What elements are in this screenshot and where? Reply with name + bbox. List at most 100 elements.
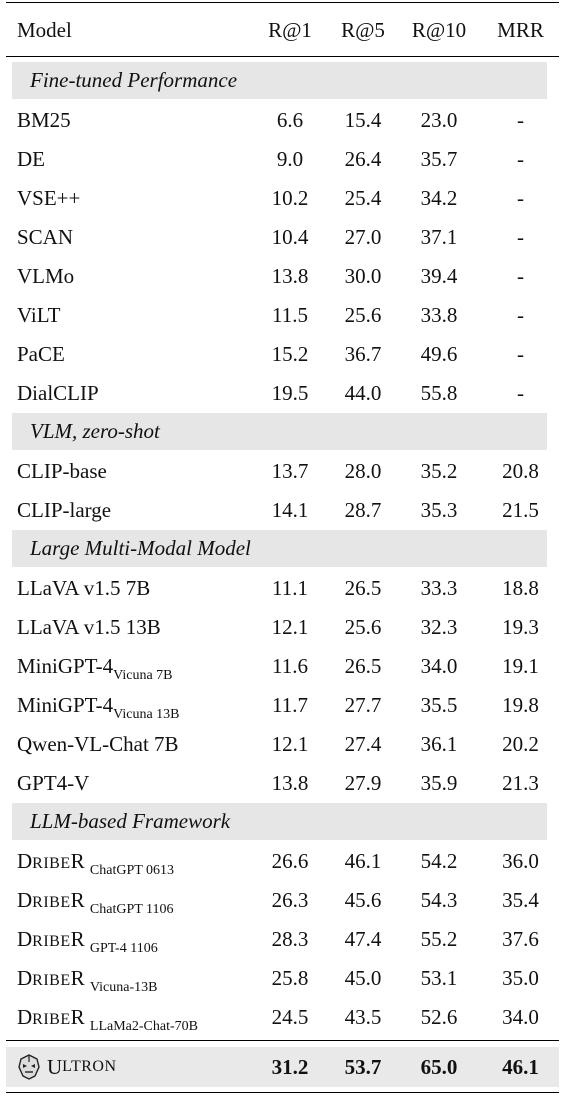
cell-mrr: - bbox=[517, 342, 524, 366]
table-row: CLIP-base 13.7 28.0 35.2 20.8 bbox=[6, 452, 559, 491]
cell-model: BM25 bbox=[17, 108, 71, 132]
cell-model: Qwen-VL-Chat 7B bbox=[17, 732, 179, 756]
cell-mrr: - bbox=[517, 225, 524, 249]
table-row: DRIBER Vicuna-13B 25.8 45.0 53.1 35.0 bbox=[6, 959, 559, 998]
cell-mrr: 36.0 bbox=[502, 849, 539, 873]
cell-mrr: 35.4 bbox=[502, 888, 539, 912]
model-initial: D bbox=[17, 849, 33, 873]
section-title: VLM, zero-shot bbox=[12, 413, 547, 450]
cell-r1: 11.5 bbox=[272, 303, 308, 327]
cell-r5: 27.0 bbox=[344, 225, 382, 249]
cell-r5: 25.4 bbox=[344, 186, 382, 210]
table-row: MiniGPT-4Vicuna 13B 11.7 27.7 35.5 19.8 bbox=[6, 686, 559, 725]
header-r1: R@1 bbox=[268, 17, 312, 42]
table-row: DRIBER GPT-4 1106 28.3 47.4 55.2 37.6 bbox=[6, 920, 559, 959]
model-smallcaps: LTRON bbox=[62, 1058, 117, 1075]
cell-r5: 44.0 bbox=[344, 381, 382, 405]
cell-r10: 35.9 bbox=[420, 771, 458, 795]
cell-model: GPT4-V bbox=[17, 771, 90, 795]
cell-model: U LTRON bbox=[6, 1054, 250, 1080]
cell-mrr: 18.8 bbox=[502, 576, 539, 600]
cell-r10: 35.2 bbox=[420, 459, 458, 483]
cell-r1: 26.6 bbox=[271, 849, 309, 873]
cell-r1: 26.3 bbox=[271, 888, 309, 912]
cell-r1: 9.0 bbox=[276, 147, 304, 171]
header-model: Model bbox=[17, 17, 72, 42]
header-r10: R@10 bbox=[411, 17, 467, 42]
table-row: VSE++ 10.2 25.4 34.2 - bbox=[6, 179, 559, 218]
model-smallcaps: RIBE bbox=[32, 933, 71, 950]
cell-r1: 25.8 bbox=[271, 966, 309, 990]
cell-model: PaCE bbox=[17, 342, 65, 366]
cell-model: CLIP-large bbox=[17, 498, 112, 522]
cell-r1: 10.4 bbox=[271, 225, 309, 249]
cell-r1: 14.1 bbox=[271, 498, 309, 522]
cell-r1: 13.8 bbox=[271, 264, 309, 288]
cell-model: LLaVA v1.5 13B bbox=[17, 615, 161, 639]
cell-r1: 13.7 bbox=[271, 459, 309, 483]
cell-model: DRIBER GPT-4 1106 bbox=[6, 927, 250, 956]
model-final-letter: R bbox=[70, 888, 85, 912]
section-title: LLM-based Framework bbox=[12, 803, 547, 840]
model-initial: D bbox=[17, 966, 33, 990]
cell-r5: 30.0 bbox=[344, 264, 382, 288]
cell-r5: 28.0 bbox=[344, 459, 382, 483]
header-row: Model R@1 R@5 R@10 MRR bbox=[6, 10, 559, 50]
cell-model: DRIBER ChatGPT 1106 bbox=[6, 888, 250, 917]
cell-model: DE bbox=[17, 147, 45, 171]
table-row: DialCLIP 19.5 44.0 55.8 - bbox=[6, 374, 559, 413]
cell-r5: 27.4 bbox=[344, 732, 382, 756]
cell-r10: 49.6 bbox=[420, 342, 458, 366]
cell-r5: 53.7 bbox=[344, 1054, 382, 1079]
cell-r10: 54.3 bbox=[420, 888, 458, 912]
table-row: MiniGPT-4Vicuna 7B 11.6 26.5 34.0 19.1 bbox=[6, 647, 559, 686]
table-row: LLaVA v1.5 7B 11.1 26.5 33.3 18.8 bbox=[6, 569, 559, 608]
table-row: DE 9.0 26.4 35.7 - bbox=[6, 140, 559, 179]
cell-mrr: 19.3 bbox=[502, 615, 539, 639]
cell-mrr: 19.1 bbox=[502, 654, 539, 678]
cell-model: CLIP-base bbox=[17, 459, 107, 483]
cell-r10: 54.2 bbox=[420, 849, 458, 873]
cell-r10: 33.3 bbox=[420, 576, 458, 600]
model-name: MiniGPT-4 bbox=[17, 654, 114, 678]
model-subscript: Vicuna-13B bbox=[89, 980, 158, 995]
cell-r10: 34.2 bbox=[420, 186, 458, 210]
cell-r5: 26.5 bbox=[344, 576, 382, 600]
table-row: VLMo 13.8 30.0 39.4 - bbox=[6, 257, 559, 296]
cell-r5: 27.9 bbox=[344, 771, 382, 795]
model-initial: D bbox=[17, 1005, 33, 1029]
section-title: Large Multi-Modal Model bbox=[12, 530, 547, 567]
cell-mrr: 35.0 bbox=[502, 966, 539, 990]
cell-r1: 28.3 bbox=[271, 927, 309, 951]
cell-r10: 65.0 bbox=[420, 1054, 458, 1079]
cell-r5: 15.4 bbox=[344, 108, 382, 132]
model-smallcaps: RIBE bbox=[32, 894, 71, 911]
cell-model: VLMo bbox=[17, 264, 75, 288]
table-row: SCAN 10.4 27.0 37.1 - bbox=[6, 218, 559, 257]
model-subscript: GPT-4 1106 bbox=[89, 941, 158, 956]
cell-model: DRIBER ChatGPT 0613 bbox=[6, 849, 250, 878]
table-row: DRIBER ChatGPT 0613 26.6 46.1 54.2 36.0 bbox=[6, 842, 559, 881]
cell-mrr: 37.6 bbox=[502, 927, 539, 951]
cell-mrr: - bbox=[517, 381, 524, 405]
cell-r1: 6.6 bbox=[276, 108, 304, 132]
model-subscript: ChatGPT 1106 bbox=[89, 902, 174, 917]
cell-r10: 39.4 bbox=[420, 264, 458, 288]
cell-r10: 35.5 bbox=[420, 693, 458, 717]
cell-model: LLaVA v1.5 7B bbox=[17, 576, 151, 600]
cell-r10: 36.1 bbox=[420, 732, 458, 756]
table-row: DRIBER ChatGPT 1106 26.3 45.6 54.3 35.4 bbox=[6, 881, 559, 920]
cell-r5: 26.4 bbox=[344, 147, 382, 171]
model-initial: D bbox=[17, 888, 33, 912]
model-subscript: ChatGPT 0613 bbox=[89, 863, 175, 878]
cell-model: ViLT bbox=[17, 303, 61, 327]
cell-r5: 26.5 bbox=[344, 654, 382, 678]
cell-r10: 23.0 bbox=[420, 108, 458, 132]
cell-r1: 31.2 bbox=[271, 1054, 309, 1079]
cell-r10: 35.7 bbox=[420, 147, 458, 171]
cell-mrr: - bbox=[517, 264, 524, 288]
model-subscript: Vicuna 7B bbox=[113, 668, 173, 683]
cell-r1: 13.8 bbox=[271, 771, 309, 795]
model-initial: D bbox=[17, 927, 33, 951]
cell-mrr: - bbox=[517, 303, 524, 327]
